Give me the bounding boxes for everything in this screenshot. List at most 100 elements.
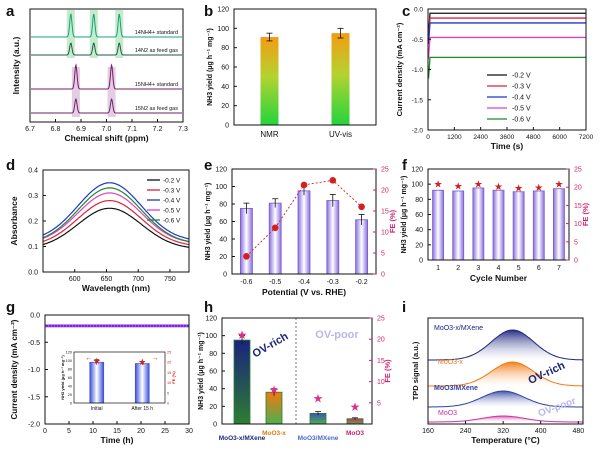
x-tick-label: 700 (132, 276, 144, 283)
y-tick-label: 10 (381, 230, 389, 237)
x-tick-label: 30 (185, 428, 193, 435)
legend-label: 14N2 as feed gas (135, 48, 178, 54)
x-tick-label: 6.9 (76, 126, 86, 133)
x-tick-label: 3600 (500, 134, 515, 141)
current-marker (174, 324, 178, 328)
y-tick-label: 15 (381, 209, 389, 216)
inset-frame (73, 351, 166, 404)
y-tick-label: 60 (209, 369, 217, 376)
inset-y2-tick-label: 25 (167, 351, 171, 355)
y-tick-label: 15 (574, 203, 582, 210)
x-axis-label: Time (h) (101, 435, 134, 445)
current-trace (427, 36, 586, 59)
current-marker (69, 324, 73, 328)
panel-letter-e: e (204, 157, 212, 174)
tpd-area (428, 416, 583, 422)
legend-label: -0.3 V (512, 84, 531, 91)
inset-bar (89, 361, 105, 404)
y-tick-label: -0.5 (28, 340, 40, 347)
plot-frame-c (427, 8, 587, 131)
x-tick-label: 600 (69, 276, 81, 283)
category-label: MoO3/MXene (298, 435, 339, 442)
current-marker (159, 324, 163, 328)
legend-label: 14NH4+ standard (135, 30, 178, 36)
y-tick-label: 100 (411, 182, 423, 189)
x-tick-label: 7.1 (127, 126, 137, 133)
y-tick-label: 20 (221, 103, 229, 110)
fe-star: ★ (454, 181, 463, 192)
current-marker (171, 324, 175, 328)
y-axis-label: Current density (mA cm⁻²) (395, 22, 404, 116)
inset-y2-tick-label: 15 (167, 371, 171, 375)
y-tick-label: 120 (205, 316, 217, 323)
y-axis-label-right: FE (%) (388, 209, 397, 233)
y-axis-label-right: FE (%) (383, 359, 392, 383)
y-tick-label: 0 (225, 123, 229, 130)
inset-y2-tick-label: 20 (167, 361, 171, 365)
category-label: 3 (476, 265, 480, 272)
category-label: MoO3-x/MXene (219, 435, 266, 442)
inset-y2-tick-label: 10 (167, 381, 171, 385)
fe-point (243, 253, 250, 260)
x-tick-label: 650 (101, 276, 113, 283)
plot-frame-b (233, 8, 377, 126)
y-tick-label: 60 (221, 65, 229, 72)
current-marker (87, 324, 91, 328)
current-marker (150, 324, 154, 328)
legend-label: -0.6 V (512, 117, 531, 124)
series-label: MoO3-x/MXene (434, 325, 483, 332)
current-marker (156, 324, 160, 328)
fe-star: ★ (237, 328, 248, 342)
y-tick-label: 0 (574, 258, 578, 265)
current-marker (120, 324, 124, 328)
x-axis-label: Time (s) (491, 141, 524, 151)
ov-poor-label: OV-poor (537, 396, 578, 420)
current-marker (153, 324, 157, 328)
y-tick-label: 0 (419, 258, 423, 265)
highlight-band (66, 10, 75, 58)
y-tick-label: 10 (377, 379, 385, 386)
ov-poor-label: OV-poor (315, 329, 359, 341)
inset-y-tick-label: 120 (66, 351, 72, 355)
y-tick-label: 40 (221, 84, 229, 91)
category-label: MoO3-x (262, 430, 286, 437)
current-marker (168, 324, 172, 328)
inset-y-tick-label: 100 (66, 359, 72, 363)
category-label: 1 (436, 265, 440, 272)
y-tick-label: 80 (219, 202, 227, 209)
category-label: MoO3 (346, 430, 364, 437)
category-label: UV-vis (329, 130, 352, 139)
y-tick-label: 100 (217, 26, 229, 33)
category-label: -0.6 (240, 279, 252, 286)
inset-y-tick-label: 0 (70, 402, 72, 406)
plot-frame-i (427, 317, 584, 425)
x-axis-label: Chemical shift (ppm) (64, 133, 148, 143)
x-tick-label: 750 (164, 276, 176, 283)
bar (472, 187, 485, 261)
current-marker (111, 324, 115, 328)
tpd-curve (428, 361, 583, 387)
bar (268, 202, 282, 275)
absorbance-curve (42, 200, 190, 246)
fe-star: ★ (514, 184, 523, 195)
current-marker (129, 324, 133, 328)
y-tick-label: 0 (213, 422, 217, 429)
legend-label: 15N2 as feed gas (135, 106, 178, 112)
nmr-spectrum (31, 13, 182, 38)
tpd-curve (428, 415, 583, 423)
current-marker (108, 324, 112, 328)
y-axis-label: NH3 yield (μg h⁻¹ mg⁻¹) (205, 183, 212, 261)
current-marker (135, 324, 139, 328)
y-tick-label: 20 (219, 254, 227, 261)
current-marker (81, 324, 85, 328)
tpd-area (428, 330, 583, 360)
category-label: 4 (497, 265, 501, 272)
panel-letter-h: h (204, 299, 213, 316)
legend-label: -0.6 V (163, 218, 181, 225)
x-tick-label: 400 (535, 428, 547, 435)
y-tick-label: 0 (223, 272, 227, 279)
current-marker (123, 324, 127, 328)
panel-letter-b: b (204, 3, 213, 20)
current-marker (126, 324, 130, 328)
bar (260, 37, 279, 125)
